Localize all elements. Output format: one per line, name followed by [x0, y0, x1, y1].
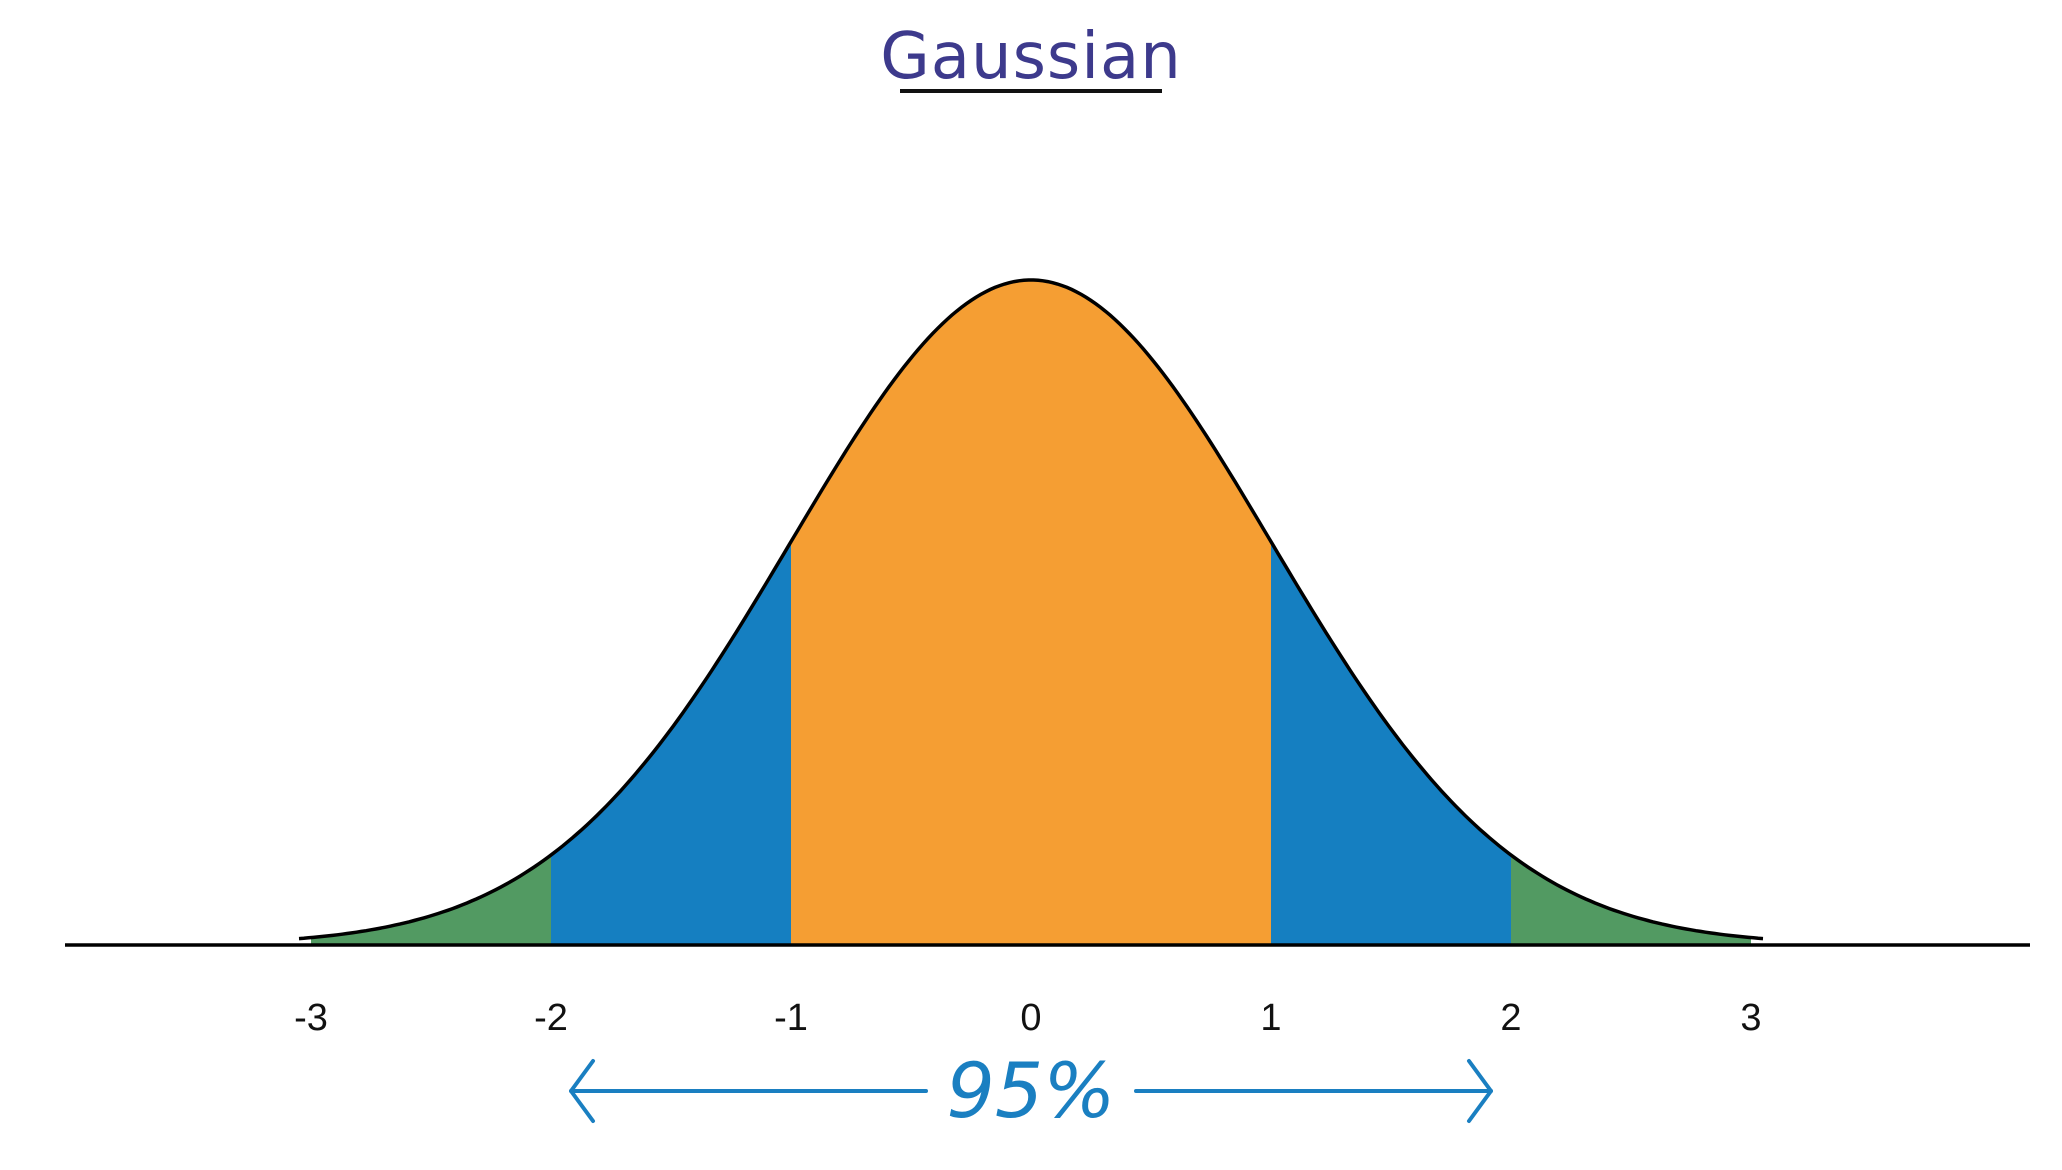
band-outer-left [311, 855, 551, 945]
tick-label-pos1: 1 [1260, 997, 1281, 1039]
band-outer-right [1511, 855, 1751, 945]
percent-label: 95% [947, 1046, 1116, 1135]
tick-label-neg2: -2 [534, 997, 568, 1039]
arrow-left-icon [569, 1059, 595, 1123]
tick-label-neg1: -1 [774, 997, 808, 1039]
band-inner [791, 280, 1271, 945]
tick-label-pos2: 2 [1500, 997, 1521, 1039]
bands-group [311, 280, 1751, 945]
tick-labels: -3 -2 -1 0 1 2 3 [294, 997, 1761, 1039]
arrow-right-icon [1467, 1059, 1493, 1123]
diagram-title: Gaussian [880, 20, 1182, 94]
tick-label-pos3: 3 [1740, 997, 1761, 1039]
tick-label-neg3: -3 [294, 997, 328, 1039]
tick-label-zero: 0 [1020, 997, 1041, 1039]
percent-annotation: 95% [569, 1046, 1493, 1135]
gaussian-curve [298, 278, 1764, 941]
